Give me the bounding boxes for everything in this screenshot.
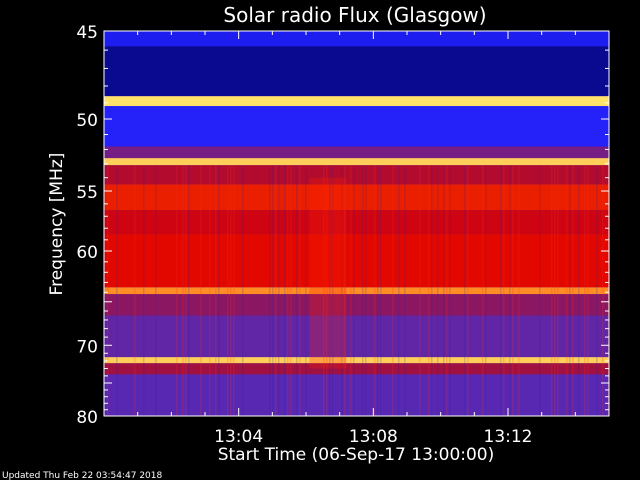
- frequency-band-2: [104, 96, 609, 107]
- x-axis: 13:04 13:08 13:12: [103, 31, 610, 447]
- y-tick-label: 45: [76, 23, 98, 43]
- y-tick-label: 80: [76, 408, 98, 428]
- plot-frame: [103, 30, 610, 417]
- frequency-band-7: [104, 184, 609, 211]
- frequency-band-4: [104, 146, 609, 159]
- frequency-band-6: [104, 165, 609, 185]
- frequency-band-12: [104, 315, 609, 358]
- frequency-band-3: [104, 106, 609, 147]
- frequency-band-8: [104, 210, 609, 235]
- x-tick-label: 13:08: [349, 427, 398, 447]
- y-tick-label: 70: [76, 337, 98, 357]
- frequency-band-5: [104, 158, 609, 166]
- frequency-band-13: [104, 357, 609, 364]
- y-axis-label: Frequency [MHz]: [47, 153, 67, 296]
- y-tick-label: 50: [76, 111, 98, 131]
- frequency-band-15: [104, 374, 609, 416]
- x-tick-label: 13:04: [214, 427, 263, 447]
- frequency-band-1: [104, 46, 609, 97]
- y-axis: 45 50 55 60 70 80: [76, 23, 609, 428]
- y-tick-label: 55: [76, 183, 98, 203]
- y-tick-label: 60: [76, 243, 98, 263]
- updated-timestamp: Updated Thu Feb 22 03:54:47 2018: [2, 471, 163, 480]
- frequency-band-0: [104, 31, 609, 47]
- enhanced-emission-patch: [309, 177, 347, 369]
- x-tick-label: 13:12: [484, 427, 533, 447]
- chart-title: Solar radio Flux (Glasgow): [223, 3, 486, 27]
- spectrogram-texture: [104, 165, 610, 416]
- plot-area: [104, 31, 610, 416]
- x-axis-label: Start Time (06-Sep-17 13:00:00): [218, 445, 495, 465]
- frequency-band-10: [104, 287, 609, 295]
- frequency-band-14: [104, 363, 609, 375]
- frequency-band-11: [104, 294, 609, 316]
- frequency-band-9: [104, 234, 609, 288]
